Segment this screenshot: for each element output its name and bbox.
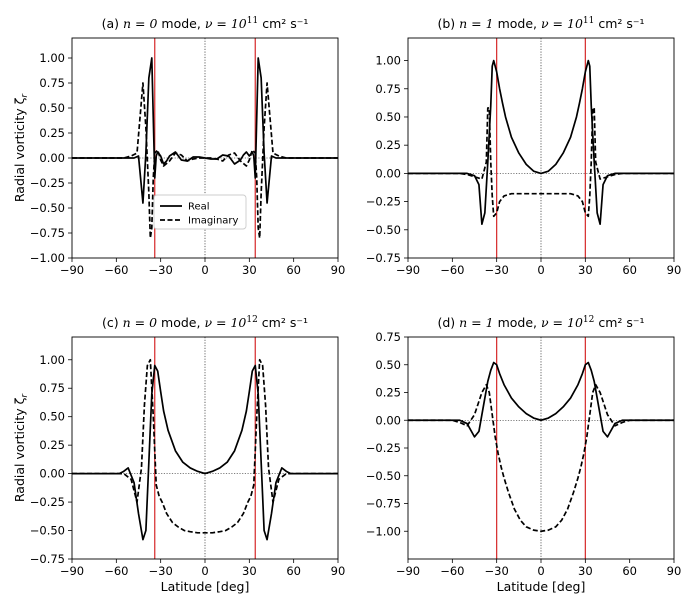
y-tick-label: 0.00 [375,413,401,427]
y-tick-label: 0.50 [375,358,401,372]
y-tick-label: 0.25 [39,438,65,452]
y-tick-label: −0.50 [30,201,65,215]
y-tick-label: −0.25 [366,195,401,209]
x-tick-label: 90 [331,263,346,277]
x-axis-label: Latitude [deg] [161,579,250,594]
y-tick-label: 0.75 [375,82,401,96]
y-tick-label: −0.25 [30,495,65,509]
y-tick-label: 1.00 [39,353,65,367]
x-tick-label: −90 [60,263,84,277]
y-tick-label: −0.50 [366,223,401,237]
y-tick-label: −0.75 [366,251,401,265]
x-tick-label: −30 [149,564,173,578]
y-tick-label: 0.00 [375,166,401,180]
y-tick-label: −1.00 [30,251,65,265]
panel-title: (b) n = 1 mode, ν = 1011 cm² s⁻¹ [437,16,644,31]
panel-a: (a) n = 0 mode, ν = 1011 cm² s⁻¹ −90 −60 −3… [12,16,345,277]
x-tick-label: −60 [440,564,464,578]
y-tick-label: 1.00 [375,54,401,68]
legend: Real Imaginary [153,194,247,230]
x-tick-label: 60 [286,263,301,277]
y-tick-label: −0.75 [30,552,65,566]
imaginary-series-line [408,383,674,533]
imaginary-series-line [72,358,338,534]
y-tick-label: 0.50 [39,410,65,424]
y-tick-label: 0.75 [375,330,401,344]
panel-title: (d) n = 1 mode, ν = 1012 cm² s⁻¹ [437,315,644,330]
x-tick-label: −90 [60,564,84,578]
x-tick-label: 30 [578,564,593,578]
y-tick-label: 0.50 [375,110,401,124]
x-tick-label: 60 [622,263,637,277]
panel-d: (d) n = 1 mode, ν = 1012 cm² s⁻¹ −90 −60 −3… [366,315,682,594]
y-tick-label: 0.75 [39,76,65,90]
y-tick-label: 0.25 [39,126,65,140]
x-tick-label: 90 [667,564,682,578]
y-tick-label: 0.00 [39,467,65,481]
panel-title: (c) n = 0 mode, ν = 1012 cm² s⁻¹ [102,315,308,330]
y-tick-label: 0.75 [39,381,65,395]
imaginary-series-line [408,107,674,218]
x-tick-label: −60 [104,263,128,277]
x-tick-label: −30 [485,263,509,277]
real-series-line [408,59,674,225]
real-series-line [72,364,338,541]
panel-c: (c) n = 0 mode, ν = 1012 cm² s⁻¹ −90 −60 −3… [12,315,345,594]
y-axis-label: Radial vorticity ζr [12,93,30,203]
x-tick-label: 90 [331,564,346,578]
x-tick-label: 30 [242,263,257,277]
x-axis-label: Latitude [deg] [497,579,586,594]
x-tick-label: 0 [201,564,208,578]
x-tick-label: −30 [149,263,173,277]
y-tick-label: 0.25 [375,138,401,152]
y-tick-label: −0.25 [30,176,65,190]
legend-imag-label: Imaginary [188,216,239,227]
x-tick-label: 30 [578,263,593,277]
legend-real-label: Real [188,202,210,213]
x-tick-label: −90 [396,263,420,277]
y-axis-label: Radial vorticity ζr [12,393,30,503]
x-tick-label: 0 [537,263,544,277]
x-tick-label: 30 [242,564,257,578]
x-tick-label: 0 [201,263,208,277]
real-series-line [408,361,674,438]
x-tick-label: 90 [667,263,682,277]
y-tick-label: −0.25 [366,441,401,455]
y-tick-label: 0.50 [39,101,65,115]
y-tick-label: 0.00 [39,151,65,165]
y-tick-label: −0.50 [30,524,65,538]
y-tick-label: 0.25 [375,386,401,400]
x-tick-label: −60 [440,263,464,277]
x-tick-label: −90 [396,564,420,578]
real-series-line [72,57,338,204]
x-tick-label: 60 [622,564,637,578]
panel-b: (b) n = 1 mode, ν = 1011 cm² s⁻¹ −90 −60 −3… [366,16,682,277]
y-tick-label: −0.50 [366,469,401,483]
panel-title: (a) n = 0 mode, ν = 1011 cm² s⁻¹ [102,16,309,31]
y-tick-label: −0.75 [30,226,65,240]
y-tick-label: −1.00 [366,524,401,538]
x-tick-label: −30 [485,564,509,578]
x-tick-label: −60 [104,564,128,578]
y-tick-label: 1.00 [39,51,65,65]
x-tick-label: 60 [286,564,301,578]
y-tick-label: −0.75 [366,497,401,511]
x-tick-label: 0 [537,564,544,578]
